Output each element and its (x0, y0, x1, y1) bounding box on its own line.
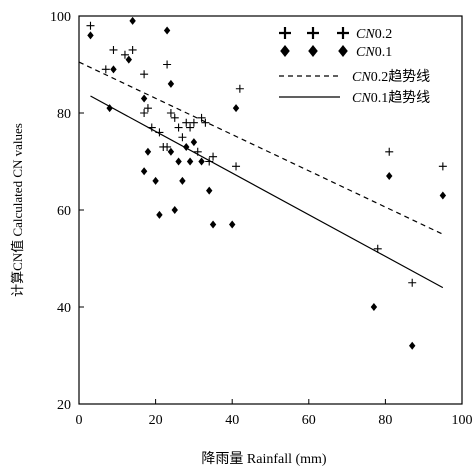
data-point-cn01 (110, 65, 117, 74)
data-point-cn01 (186, 157, 194, 166)
legend-label-cn02-trend: CN0.2趋势线 (352, 69, 430, 85)
data-point-cn01 (229, 220, 236, 229)
data-point-cn01 (125, 55, 132, 64)
data-point-cn01 (206, 186, 213, 195)
data-point-cn02 (86, 21, 95, 30)
legend-marker-cn02 (337, 27, 349, 39)
y-axis-label: 计算CN值 Calculated CN values (10, 123, 25, 297)
x-tick-label: 80 (378, 413, 392, 428)
legend-label-cn01-trend: CN0.1趋势线 (352, 90, 430, 106)
y-tick-label: 20 (57, 398, 71, 413)
data-point-cn02 (140, 109, 149, 117)
data-point-cn02 (101, 65, 110, 74)
x-tick-label: 0 (76, 413, 83, 428)
x-tick-label: 20 (149, 413, 163, 428)
data-point-cn01 (129, 16, 136, 25)
data-point-cn01 (232, 104, 240, 113)
data-point-cn01 (171, 206, 178, 214)
data-point-cn02 (182, 118, 191, 127)
data-point-cn01 (198, 157, 205, 166)
data-point-cn02 (178, 133, 187, 142)
data-point-cn01 (175, 157, 182, 166)
data-point-cn02 (232, 162, 241, 171)
legend-label-cn01: CN0.1 (356, 45, 392, 60)
data-point-cn01 (156, 210, 163, 219)
legend-marker-cn02 (279, 27, 291, 39)
x-axis-label: 降雨量 Rainfall (mm) (201, 451, 327, 467)
data-point-cn02 (235, 84, 244, 93)
data-point-cn01 (163, 26, 171, 35)
data-point-cn01 (167, 79, 175, 88)
trendline-cn02 (78, 61, 444, 235)
data-point-cn01 (87, 31, 94, 40)
legend-marker-cn01 (280, 45, 290, 57)
data-point-cn01 (152, 176, 159, 185)
y-tick-label: 60 (57, 204, 71, 219)
data-point-cn01 (439, 191, 447, 200)
x-tick-label: 60 (302, 413, 316, 428)
legend-marker-cn01 (338, 45, 348, 57)
data-point-cn02 (140, 70, 149, 79)
data-point-cn01 (370, 303, 378, 311)
x-tick-label: 40 (225, 413, 239, 428)
data-point-cn02 (120, 50, 129, 59)
data-point-cn02 (143, 104, 152, 113)
data-point-cn02 (174, 123, 183, 132)
data-point-cn01 (144, 147, 152, 156)
y-tick-label: 100 (50, 10, 71, 25)
x-tick-label: 100 (452, 413, 473, 428)
data-point-cn01 (167, 147, 175, 156)
data-point-cn02 (438, 162, 447, 171)
data-point-cn02 (163, 142, 172, 151)
y-tick-label: 80 (57, 107, 71, 122)
data-point-cn01 (190, 138, 198, 147)
data-point-cn01 (140, 167, 148, 176)
data-point-cn02 (201, 118, 210, 127)
data-point-cn01 (209, 220, 217, 229)
data-point-cn02 (385, 147, 394, 156)
data-point-cn02 (189, 118, 198, 127)
data-point-cn01 (386, 172, 393, 181)
data-point-cn02 (109, 45, 118, 54)
data-point-cn02 (408, 278, 417, 287)
data-point-cn02 (163, 60, 172, 69)
data-point-cn02 (373, 244, 382, 253)
legend-marker-cn01 (308, 45, 318, 57)
y-tick-label: 40 (57, 301, 71, 316)
data-point-cn02 (166, 109, 175, 117)
data-point-cn01 (409, 341, 416, 350)
data-point-cn02 (128, 45, 137, 54)
data-point-cn02 (209, 152, 218, 161)
legend-marker-cn02 (307, 27, 319, 39)
trendline-cn01 (90, 95, 444, 289)
data-point-cn01 (179, 176, 186, 185)
data-point-cn02 (186, 123, 195, 132)
legend-label-cn02: CN0.2 (356, 27, 392, 42)
data-point-cn01 (140, 94, 148, 103)
data-point-cn02 (170, 113, 179, 122)
